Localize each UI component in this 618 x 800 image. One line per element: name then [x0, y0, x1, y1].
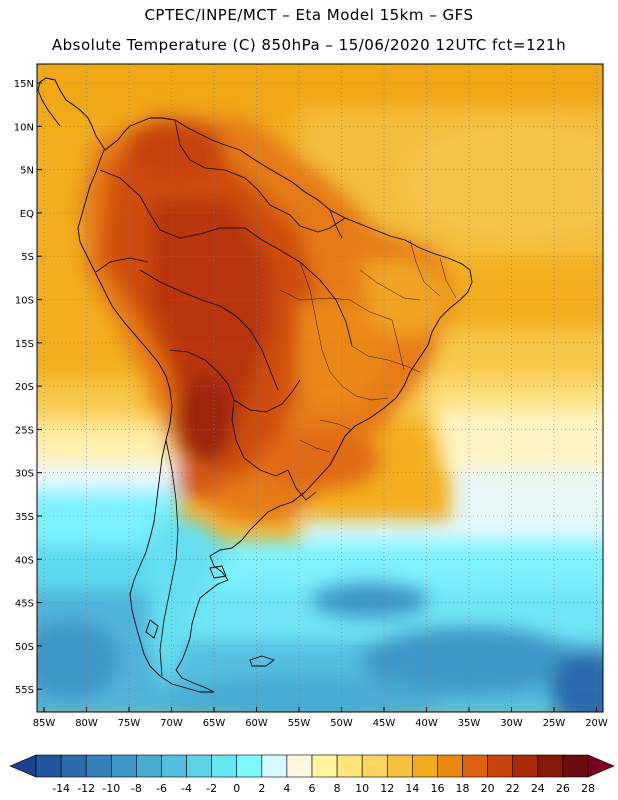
colorbar-swatch [85, 754, 112, 778]
colorbar-label: 28 [581, 782, 595, 795]
lat-lon-grid [37, 64, 603, 712]
colorbar-label: 0 [233, 782, 240, 795]
lon-label: 35W [458, 718, 481, 729]
colorbar-label: 22 [506, 782, 520, 795]
lon-label: 60W [245, 718, 268, 729]
colorbar [9, 754, 615, 778]
colorbar-swatch [35, 754, 62, 778]
colorbar-label: 6 [309, 782, 316, 795]
colorbar-labels: -14 -12 -10 -8 -6 -4 -2 0 2 4 6 8 10 12 14 16 18 20 22 24 26… [52, 782, 595, 795]
colorbar-label: 16 [430, 782, 444, 795]
colorbar-low-arrow [9, 754, 37, 778]
lon-label: 40W [415, 718, 438, 729]
temperature-field [37, 64, 603, 712]
lon-label: 75W [118, 718, 141, 729]
lon-label: 55W [288, 718, 311, 729]
lon-label: 80W [75, 718, 98, 729]
lat-label: EQ [20, 209, 34, 220]
lon-label: 30W [500, 718, 523, 729]
map-frame [36, 63, 604, 713]
colorbar-label: -8 [131, 782, 142, 795]
colorbar-swatch [462, 754, 488, 778]
lon-label: 65W [203, 718, 226, 729]
colorbar-swatch [562, 754, 589, 778]
lat-label: 10S [15, 296, 34, 307]
colorbar-swatch [286, 754, 313, 778]
colorbar-swatch [487, 754, 514, 778]
colorbar-swatch [537, 754, 564, 778]
colorbar-swatch [261, 754, 288, 778]
longitude-labels: 85W 80W 75W 70W 65W 60W 55W 50W 45W 40W 35W 30W 25W 2… [33, 707, 608, 729]
lat-label: 35S [15, 512, 34, 523]
map-title: CPTEC/INPE/MCT – Eta Model 15km – GFS [144, 6, 474, 24]
colorbar-swatch [336, 754, 363, 778]
lat-label: 5S [21, 252, 34, 263]
lat-label: 15N [14, 79, 34, 90]
colorbar-swatch [110, 754, 137, 778]
colorbar-swatch [412, 754, 438, 778]
colorbar-label: 20 [481, 782, 495, 795]
colorbar-swatch [386, 754, 413, 778]
lat-label: 30S [15, 469, 34, 480]
colorbar-label: 4 [283, 782, 290, 795]
country-borders [95, 119, 353, 677]
colorbar-label: 18 [456, 782, 470, 795]
colorbar-swatch [211, 754, 238, 778]
colorbar-high-arrow [587, 754, 615, 778]
colorbar-label: -2 [206, 782, 217, 795]
colorbar-label: 10 [355, 782, 369, 795]
lon-label: 70W [160, 718, 183, 729]
colorbar-label: 12 [380, 782, 394, 795]
colorbar-label: 26 [556, 782, 570, 795]
colorbar-swatch [311, 754, 338, 778]
coastline [37, 77, 473, 693]
map-subtitle: Absolute Temperature (C) 850hPa – 15/06/… [51, 36, 567, 54]
lon-label: 45W [373, 718, 396, 729]
state-borders [279, 239, 457, 453]
colorbar-label: -12 [77, 782, 95, 795]
lat-label: 5N [20, 166, 34, 177]
colorbar-label: 24 [531, 782, 545, 795]
colorbar-label: 14 [405, 782, 419, 795]
lat-label: 50S [15, 642, 34, 653]
lat-label: 10N [14, 122, 34, 133]
colorbar-swatch [512, 754, 539, 778]
lat-label: 20S [15, 382, 34, 393]
lon-label: 85W [33, 718, 56, 729]
lon-label: 25W [543, 718, 566, 729]
lat-label: 55S [15, 685, 34, 696]
colorbar-swatch [161, 754, 187, 778]
colorbar-label: 8 [334, 782, 341, 795]
colorbar-swatch [60, 754, 87, 778]
colorbar-label: -14 [52, 782, 70, 795]
latitude-labels: 15N 10N 5N EQ 5S 10S 15S 20S 25S 30S 35S 40S 45S 50S 5… [14, 79, 42, 696]
colorbar-swatch [361, 754, 388, 778]
colorbar-swatch [136, 754, 162, 778]
lat-label: 40S [15, 555, 34, 566]
colorbar-label: -6 [156, 782, 167, 795]
lat-label: 25S [15, 425, 34, 436]
lat-label: 15S [15, 339, 34, 350]
colorbar-label: -4 [181, 782, 192, 795]
colorbar-swatch [236, 754, 263, 778]
colorbar-label: 2 [258, 782, 265, 795]
colorbar-label: -10 [102, 782, 120, 795]
lat-label: 45S [15, 599, 34, 610]
lon-label: 50W [330, 718, 353, 729]
colorbar-swatch [437, 754, 463, 778]
colorbar-swatch [186, 754, 212, 778]
lon-label: 20W [585, 718, 608, 729]
